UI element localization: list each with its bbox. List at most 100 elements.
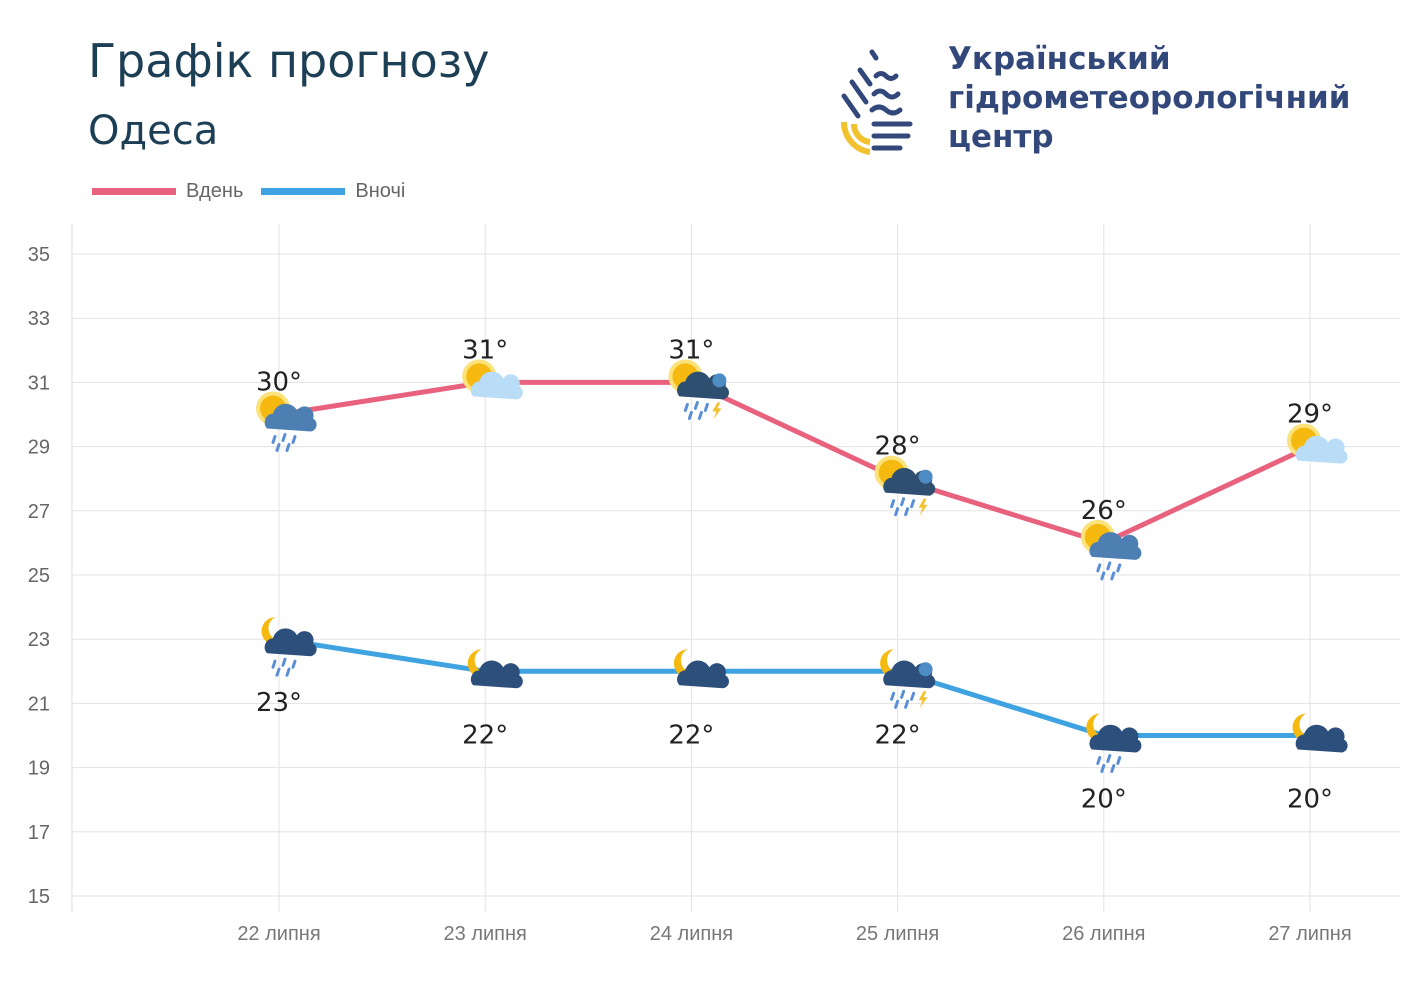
raindrop-icon bbox=[271, 435, 277, 444]
raindrop-icon bbox=[890, 691, 896, 701]
weather-icon-moon-cloud-rain-thunder bbox=[880, 649, 936, 709]
raindrop-icon bbox=[1100, 571, 1106, 581]
raindrop-icon bbox=[271, 659, 277, 669]
cloud-icon bbox=[470, 660, 523, 689]
weather-icon-sun-cloud bbox=[1287, 423, 1348, 464]
org-line-1: Український bbox=[948, 41, 1171, 77]
x-tick-label: 25 липня bbox=[856, 923, 939, 945]
y-tick-label: 35 bbox=[28, 244, 50, 266]
y-tick-label: 15 bbox=[28, 886, 50, 908]
raindrop-icon bbox=[703, 402, 709, 412]
cloud-icon bbox=[1089, 532, 1142, 560]
weather-icon-sun-cloud bbox=[462, 359, 523, 400]
y-tick-label: 25 bbox=[28, 565, 50, 587]
x-tick-label: 26 липня bbox=[1062, 923, 1145, 945]
weather-icon-moon-cloud bbox=[673, 649, 730, 689]
legend-label-day: Вдень bbox=[186, 180, 244, 202]
hydromet-logo-icon bbox=[840, 49, 913, 155]
y-tick-label: 33 bbox=[28, 308, 50, 330]
raindrop-icon bbox=[697, 410, 703, 420]
raindrop-icon bbox=[1116, 756, 1122, 765]
raindrop-icon bbox=[687, 410, 693, 420]
legend-label-night: Вночі bbox=[355, 180, 406, 202]
weather-icon-moon-cloud bbox=[467, 649, 523, 689]
cloud-icon bbox=[918, 469, 933, 484]
data-label: 23° bbox=[256, 688, 302, 718]
lightning-icon bbox=[918, 691, 928, 709]
raindrop-icon bbox=[285, 667, 291, 677]
weather-icon-sun-cloud-rain-thunder bbox=[668, 359, 730, 420]
cloud-icon bbox=[264, 403, 317, 432]
chart-legend: Вдень Вночі bbox=[92, 180, 405, 203]
raindrop-icon bbox=[1106, 561, 1112, 571]
x-tick-label: 23 липня bbox=[444, 923, 527, 945]
raindrop-icon bbox=[910, 499, 916, 509]
raindrop-icon bbox=[1096, 756, 1102, 765]
y-tick-label: 29 bbox=[28, 437, 50, 459]
x-tick-label: 24 липня bbox=[650, 923, 733, 945]
raindrop-icon bbox=[910, 691, 916, 701]
y-tick-label: 27 bbox=[28, 501, 50, 523]
data-label: 26° bbox=[1081, 496, 1127, 526]
raindrop-icon bbox=[291, 659, 297, 669]
cloud-icon bbox=[470, 371, 523, 400]
weather-icon-sun-cloud-rain bbox=[256, 391, 317, 452]
weather-icon-moon-cloud bbox=[1292, 713, 1348, 753]
data-label: 31° bbox=[462, 335, 508, 365]
weather-icon-sun-cloud-rain bbox=[1080, 519, 1142, 581]
day-line bbox=[278, 379, 1312, 546]
raindrop-icon bbox=[285, 443, 291, 452]
raindrop-icon bbox=[693, 400, 699, 410]
raindrop-icon bbox=[904, 507, 910, 517]
moon-icon bbox=[880, 649, 906, 678]
raindrop-icon bbox=[281, 657, 287, 667]
data-label: 22° bbox=[462, 720, 508, 750]
x-tick-label: 27 липня bbox=[1268, 923, 1351, 945]
raindrop-icon bbox=[281, 433, 287, 442]
raindrop-icon bbox=[900, 689, 906, 699]
raindrop-icon bbox=[1106, 754, 1112, 763]
org-line-2: гідрометеорологічний bbox=[948, 80, 1351, 116]
moon-icon bbox=[673, 649, 700, 678]
lightning-icon bbox=[918, 498, 928, 516]
raindrop-icon bbox=[291, 435, 297, 444]
page-title: Графік прогнозу bbox=[88, 34, 490, 88]
raindrop-icon bbox=[1116, 563, 1122, 573]
cloud-icon bbox=[712, 373, 727, 388]
cloud-icon bbox=[1295, 435, 1348, 464]
x-tick-label: 22 липня bbox=[237, 923, 320, 945]
y-tick-label: 19 bbox=[28, 758, 50, 780]
raindrop-icon bbox=[894, 699, 900, 709]
moon-icon bbox=[1086, 713, 1112, 742]
data-label: 28° bbox=[875, 432, 921, 462]
lightning-icon bbox=[712, 402, 722, 420]
raindrop-icon bbox=[275, 443, 281, 452]
raindrop-icon bbox=[275, 667, 281, 677]
data-label: 22° bbox=[875, 720, 921, 750]
cloud-icon bbox=[918, 662, 933, 677]
y-tick-label: 31 bbox=[28, 372, 50, 394]
raindrop-icon bbox=[1110, 764, 1116, 773]
y-tick-label: 23 bbox=[28, 629, 50, 651]
raindrop-icon bbox=[1100, 764, 1106, 773]
raindrop-icon bbox=[900, 497, 906, 507]
org-line-3: центр bbox=[948, 119, 1054, 155]
legend-swatch-day bbox=[92, 188, 176, 195]
y-tick-label: 17 bbox=[28, 822, 50, 844]
moon-icon bbox=[467, 649, 494, 678]
raindrop-icon bbox=[894, 507, 900, 517]
cloud-icon bbox=[1089, 724, 1142, 753]
data-label: 30° bbox=[256, 368, 302, 398]
cloud-icon bbox=[677, 660, 730, 689]
weather-icon-moon-cloud-rain bbox=[261, 617, 317, 677]
moon-icon bbox=[1292, 713, 1318, 742]
org-name: Український гідрометеорологічний центр bbox=[948, 40, 1350, 157]
data-label: 20° bbox=[1081, 785, 1127, 815]
data-label: 22° bbox=[668, 720, 714, 750]
weather-icon-moon-cloud-rain bbox=[1086, 713, 1142, 773]
raindrop-icon bbox=[890, 499, 896, 509]
data-label: 31° bbox=[668, 335, 714, 365]
data-label: 29° bbox=[1287, 400, 1333, 430]
legend-swatch-night bbox=[261, 188, 346, 195]
